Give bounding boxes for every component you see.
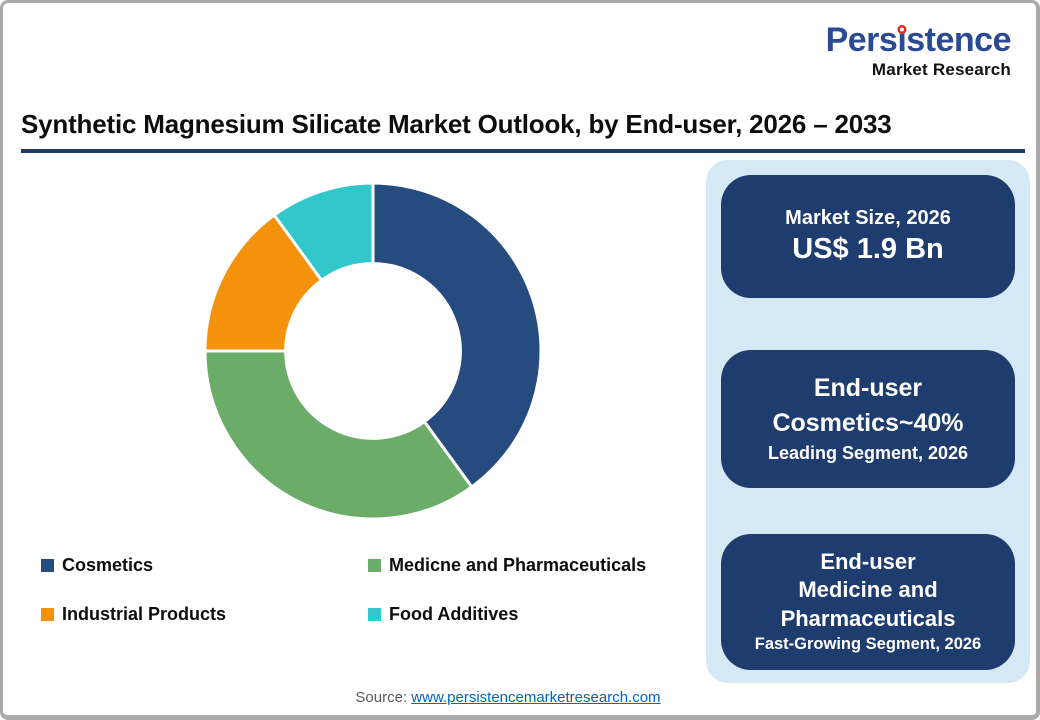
- title-underline: [21, 149, 1025, 153]
- legend-marker: [368, 559, 381, 572]
- market-size-card: Market Size, 2026 US$ 1.9 Bn: [721, 175, 1015, 298]
- fast-growing-segment-heading: End-user Medicine and Pharmaceuticals: [780, 548, 956, 631]
- legend-item: Cosmetics: [41, 555, 368, 576]
- donut-segment-food-additives: [272, 181, 375, 282]
- legend-marker: [41, 608, 54, 621]
- legend-item: Medicne and Pharmaceuticals: [368, 555, 708, 576]
- highlight-panel: Market Size, 2026 US$ 1.9 Bn End-user Co…: [706, 160, 1030, 683]
- chart-legend: Cosmetics Medicne and Pharmaceuticals Indu…: [41, 555, 708, 625]
- legend-label: Medicne and Pharmaceuticals: [389, 555, 647, 575]
- fast-growing-segment-subtext: Fast-Growing Segment, 2026: [754, 635, 982, 654]
- legend-item: Food Additives: [368, 604, 708, 625]
- fast-growing-segment-card: End-user Medicine and Pharmaceuticals Fa…: [721, 534, 1015, 670]
- page-title: Synthetic Magnesium Silicate Market Outl…: [21, 109, 892, 139]
- market-size-label: Market Size, 2026: [785, 207, 951, 230]
- source-line: Source: www.persistencemarketresearch.co…: [3, 689, 1013, 706]
- logo-red-dot-icon: [897, 25, 907, 34]
- logo-wordmark: Persı stence: [825, 21, 1012, 59]
- donut-segment-medicne-and-pharmaceuticals: [203, 349, 474, 521]
- legend-label: Industrial Products: [62, 604, 227, 624]
- legend-item: Industrial Products: [41, 604, 368, 625]
- logo-tagline: Market Research: [871, 59, 1011, 79]
- legend-label: Food Additives: [389, 604, 519, 624]
- market-size-value: US$ 1.9 Bn: [792, 233, 944, 266]
- donut-chart: [203, 181, 543, 521]
- legend-label: Cosmetics: [62, 555, 154, 575]
- leading-segment-card: End-user Cosmetics~40% Leading Segment, …: [721, 350, 1015, 488]
- leading-segment-heading: End-user Cosmetics~40%: [772, 374, 964, 438]
- leading-segment-subtext: Leading Segment, 2026: [767, 443, 969, 464]
- donut-segment-cosmetics: [371, 181, 543, 489]
- legend-marker: [41, 559, 54, 572]
- source-link[interactable]: www.persistencemarketresearch.com: [411, 689, 661, 706]
- source-label: Source:: [355, 689, 408, 706]
- legend-marker: [368, 608, 381, 621]
- brand-logo: Persı stence Market Research: [825, 21, 1012, 80]
